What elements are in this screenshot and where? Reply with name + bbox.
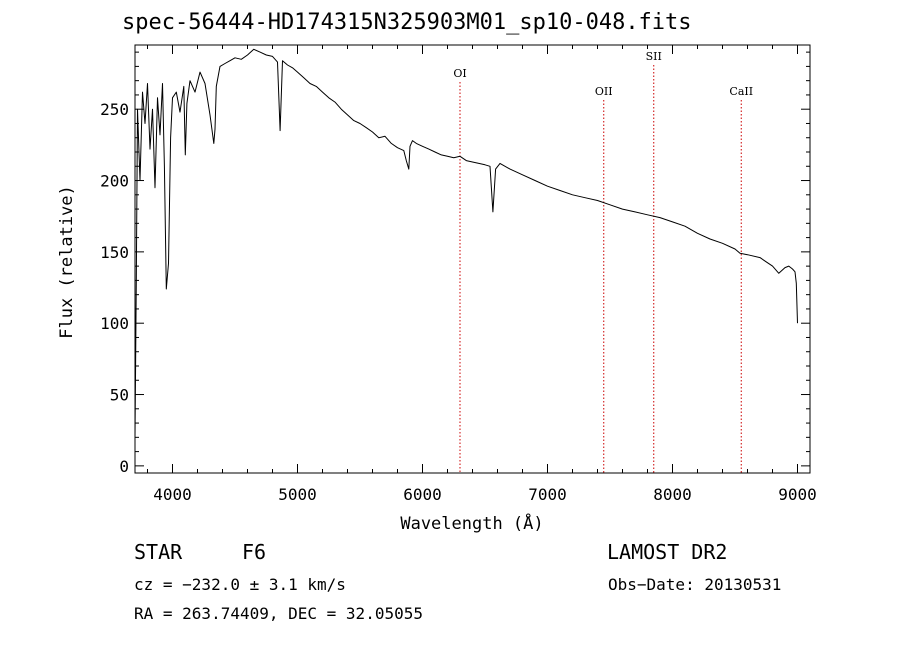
y-tick-label: 150 [100, 243, 129, 262]
y-tick-label: 200 [100, 172, 129, 191]
tick-labels: 4000 5000 6000 7000 8000 9000 0 50 100 150 200 250 [100, 100, 817, 504]
object-type: STAR [134, 540, 183, 564]
marker-label-oii: OII [595, 85, 613, 98]
plot-area-border [134, 44, 811, 474]
x-axis-label: Wavelength (Å) [400, 512, 543, 534]
spectrum-line-0 [134, 48, 798, 438]
object-subclass: F6 [242, 540, 267, 564]
survey-name: LAMOST DR2 [607, 540, 728, 564]
observation-date: Obs−Date: 20130531 [608, 575, 782, 594]
x-tick-label: 8000 [653, 485, 692, 504]
coordinates-readout: RA = 263.74409, DEC = 32.05055 [134, 604, 423, 623]
series-layer [134, 48, 798, 438]
redshift-readout: cz = −232.0 ± 3.1 km/s [134, 575, 346, 594]
y-tick-label: 50 [110, 386, 129, 405]
x-tick-label: 7000 [528, 485, 567, 504]
marker-label-sii: SII [646, 50, 662, 63]
chart-title: spec-56444-HD174315N325903M01_sp10-048.f… [122, 10, 692, 35]
plot-frame [134, 44, 811, 474]
x-tick-label: 6000 [403, 485, 442, 504]
marker-label-caii: CaII [729, 85, 753, 98]
x-tick-label: 4000 [153, 485, 192, 504]
marker-label-oi: OI [453, 67, 466, 80]
y-tick-label: 250 [100, 100, 129, 119]
x-tick-label: 9000 [778, 485, 817, 504]
y-tick-label: 100 [100, 314, 129, 333]
x-tick-label: 5000 [278, 485, 317, 504]
y-tick-label: 0 [119, 457, 129, 476]
y-axis-label: Flux (relative) [57, 185, 77, 339]
marker-layer: OI OII SII CaII [453, 50, 753, 473]
ticks-layer [135, 45, 810, 473]
